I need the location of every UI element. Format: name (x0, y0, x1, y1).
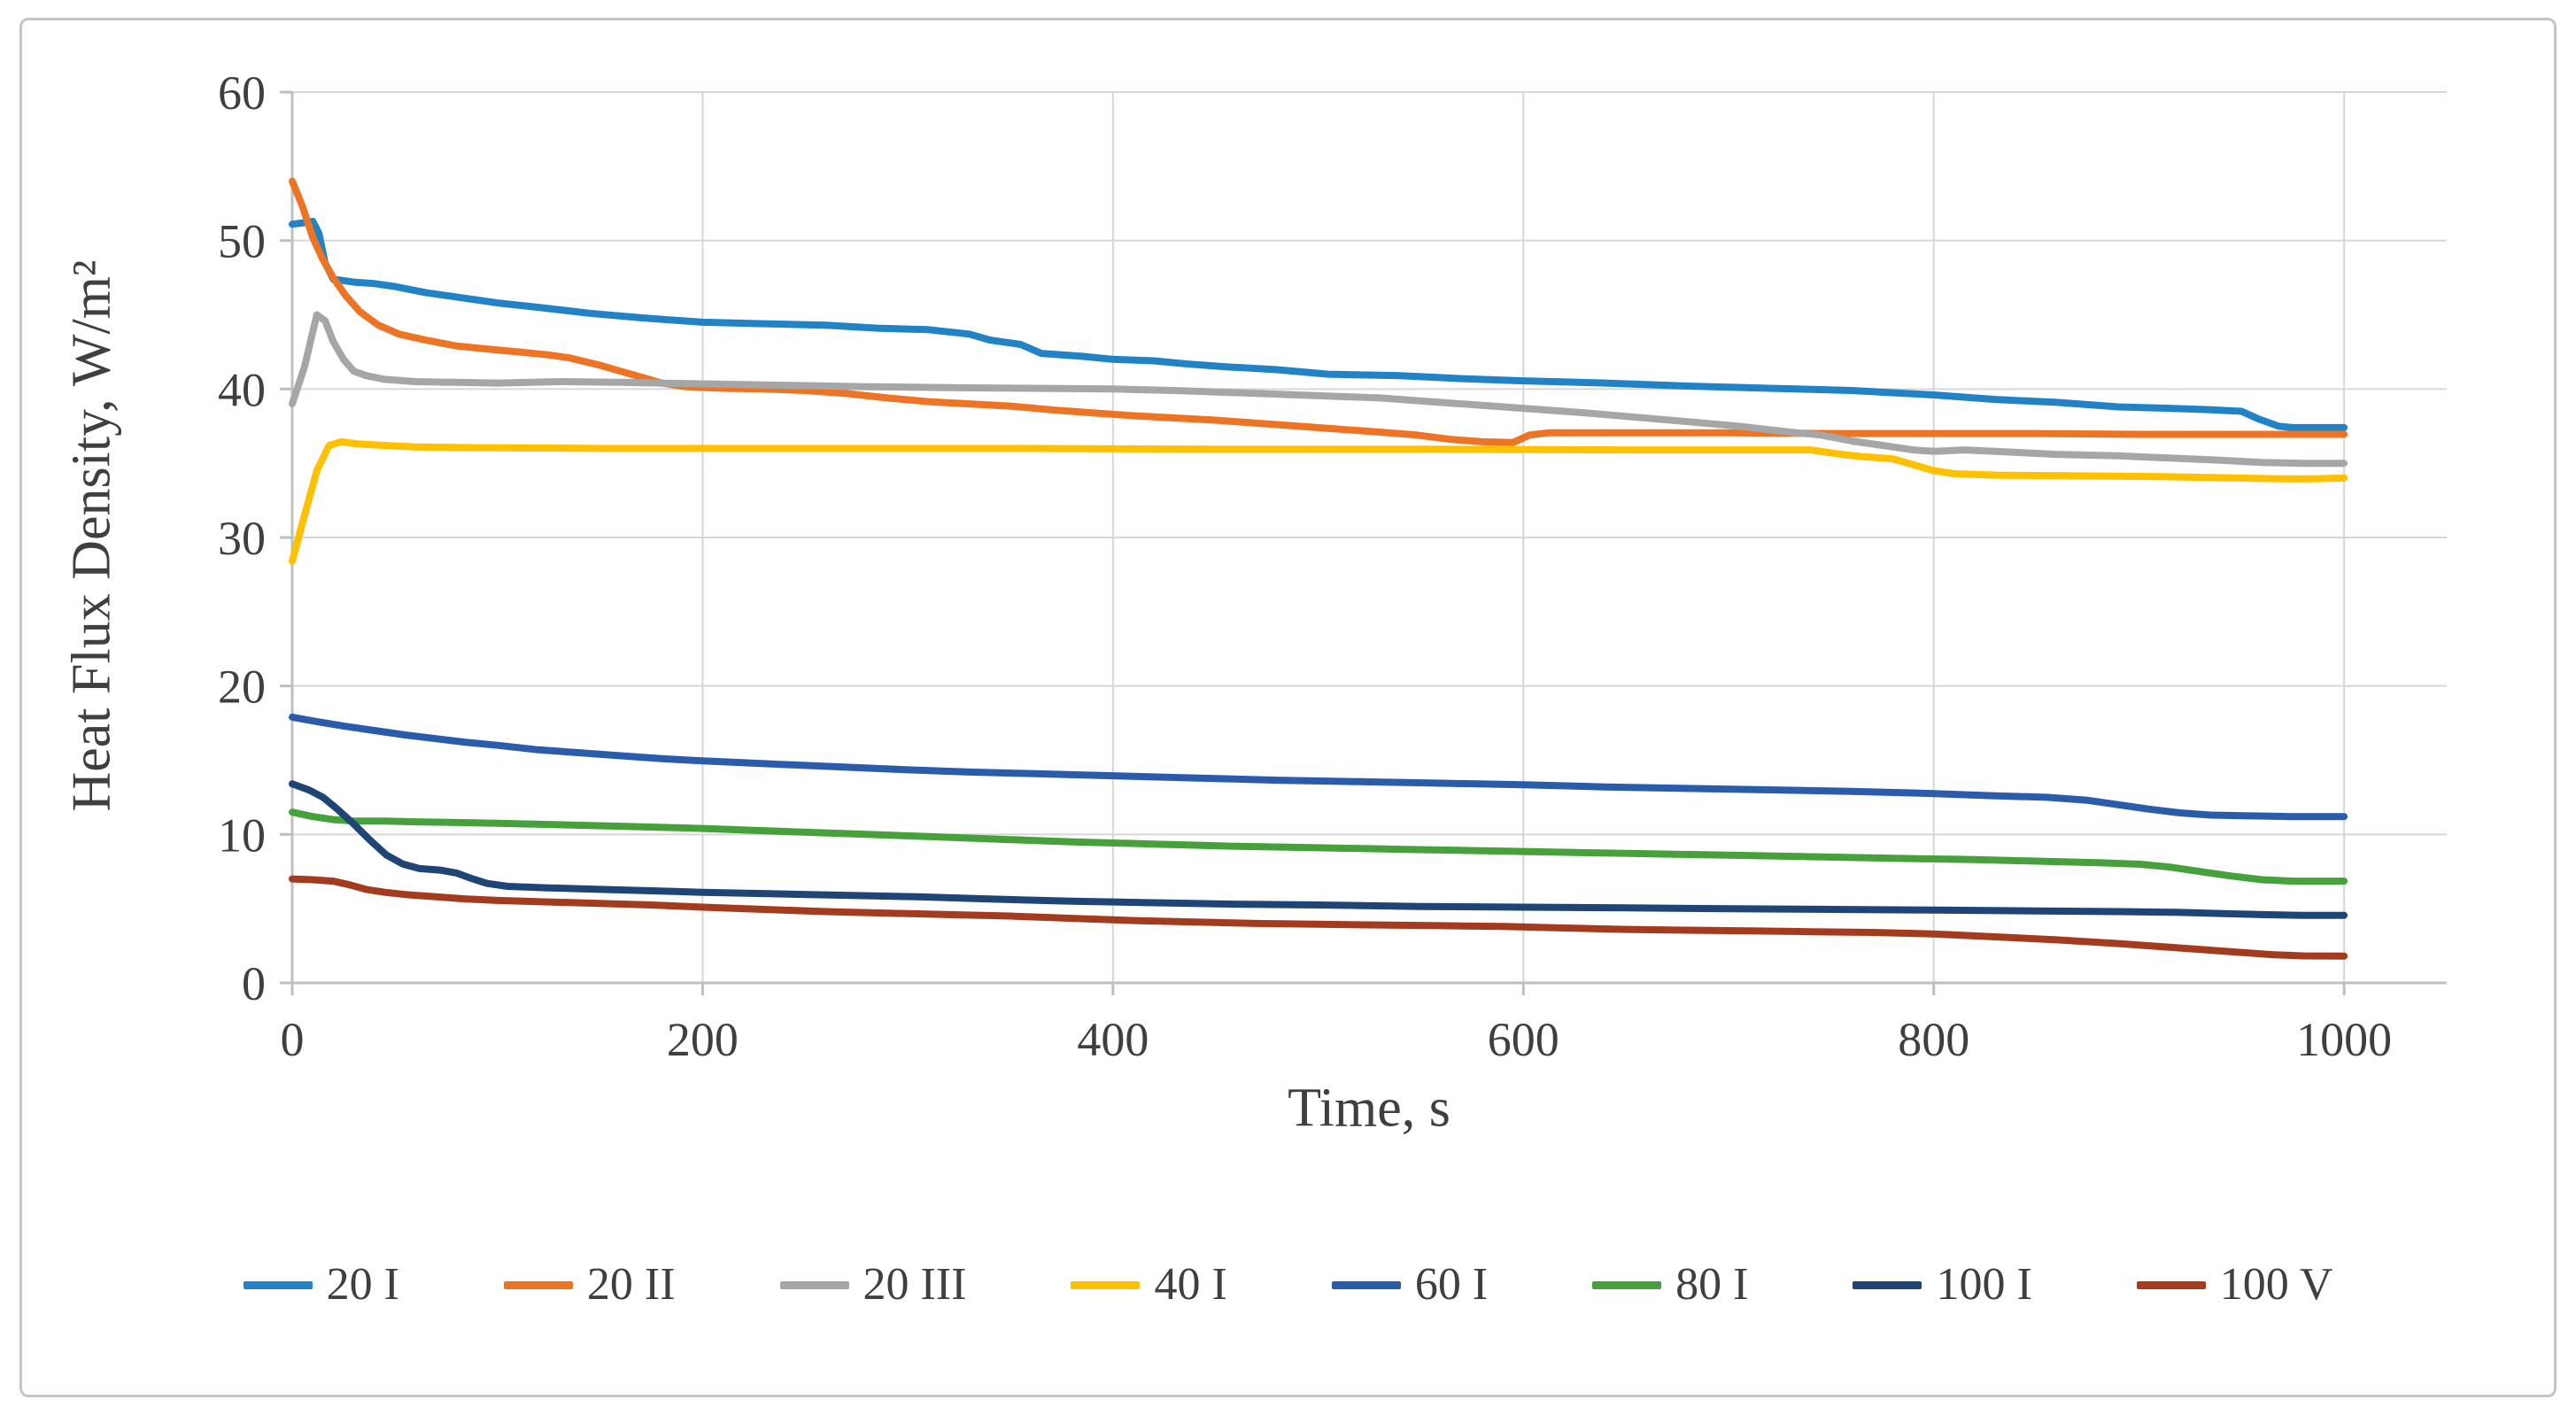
legend-label-100-V: 100 V (2219, 1259, 2333, 1310)
y-tick-label-20: 20 (218, 661, 266, 714)
y-tick-label-50: 50 (218, 215, 266, 268)
legend-swatch-100-V (2136, 1280, 2206, 1289)
legend-item-20-II: 20 II (503, 1259, 676, 1310)
legend-item-100-I: 100 I (1853, 1259, 2032, 1310)
legend-swatch-20-I (243, 1280, 313, 1289)
x-tick-label-600: 600 (1488, 1013, 1559, 1066)
legend-item-40-I: 40 I (1071, 1259, 1227, 1310)
legend-item-20-III: 20 III (779, 1259, 967, 1310)
y-tick-label-10: 10 (218, 808, 266, 862)
y-tick-label-40: 40 (218, 363, 266, 416)
legend-item-60-I: 60 I (1331, 1259, 1489, 1310)
x-axis-title: Time, s (1288, 1078, 1450, 1139)
legend-item-20-I: 20 I (243, 1259, 399, 1310)
legend-label-80-I: 80 I (1675, 1259, 1749, 1310)
series-line-80-I (289, 808, 2348, 885)
x-tick-label-0: 0 (281, 1013, 305, 1066)
x-tick-label-1000: 1000 (2296, 1013, 2392, 1066)
y-tick-label-0: 0 (242, 957, 266, 1010)
legend-label-20-II: 20 II (586, 1259, 676, 1310)
y-tick-label-60: 60 (218, 66, 266, 120)
legend-label-20-I: 20 I (326, 1259, 399, 1310)
x-tick-label-200: 200 (667, 1013, 739, 1066)
legend-label-100-I: 100 I (1936, 1259, 2032, 1310)
legend-swatch-20-II (503, 1280, 573, 1289)
legend-swatch-60-I (1331, 1280, 1401, 1289)
legend-swatch-40-I (1071, 1280, 1141, 1289)
x-tick-label-400: 400 (1077, 1013, 1149, 1066)
legend-swatch-80-I (1592, 1280, 1662, 1289)
series-line-60-I (289, 713, 2348, 821)
legend-item-100-V: 100 V (2136, 1259, 2333, 1310)
legend-item-80-I: 80 I (1592, 1262, 1748, 1308)
legend-swatch-20-III (779, 1280, 849, 1289)
legend-label-40-I: 40 I (1154, 1259, 1227, 1310)
legend-label-20-III: 20 III (863, 1259, 967, 1310)
series-line-40-I (289, 437, 2348, 565)
series-line-100-V (289, 875, 2348, 960)
x-tick-label-800: 800 (1898, 1013, 1969, 1066)
series-line-20-I (289, 217, 2348, 431)
legend-label-60-I: 60 I (1414, 1259, 1489, 1310)
series-line-100-I (289, 780, 2348, 919)
y-tick-label-30: 30 (218, 512, 266, 565)
chart-legend: 20 I 20 II 20 III 40 I 60 I 80 I 100 I 100 V (0, 1262, 2576, 1308)
y-axis-title: Heat Flux Density, W/m² (61, 259, 122, 812)
legend-swatch-100-I (1853, 1280, 1922, 1289)
series-line-20-III (289, 311, 2348, 468)
series-line-20-II (289, 177, 2348, 446)
